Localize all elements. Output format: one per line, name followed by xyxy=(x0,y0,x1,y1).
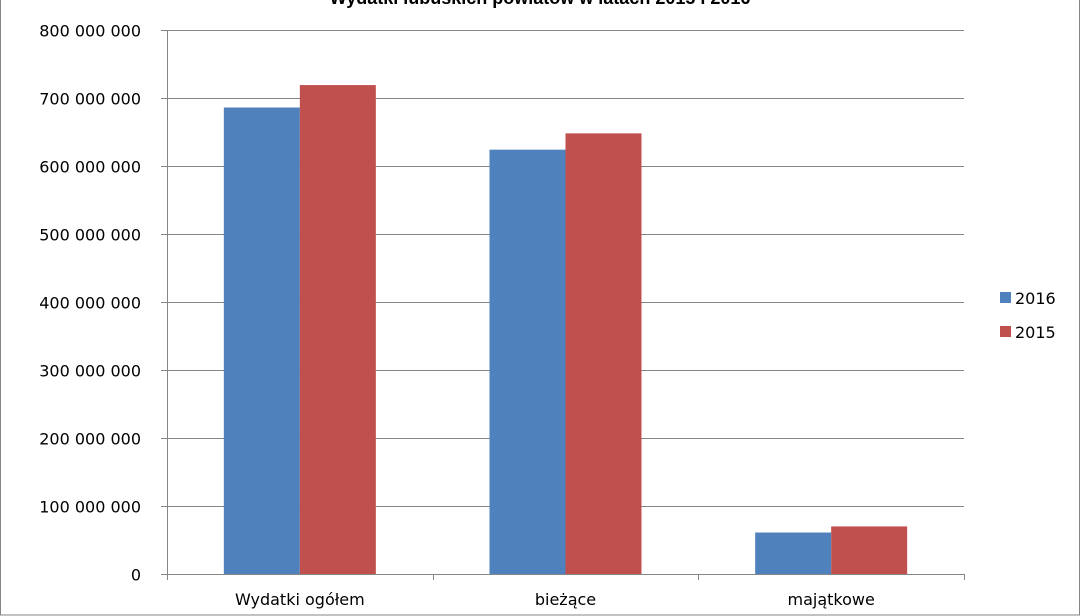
y-tick-label: 200 000 000 xyxy=(39,430,141,449)
legend-label-2015: 2015 xyxy=(1015,323,1056,342)
y-tick-label: 600 000 000 xyxy=(39,158,141,177)
y-tick-label: 100 000 000 xyxy=(39,498,141,517)
y-axis-tick-labels: 0 100 000 000 200 000 000 300 000 000 400 00… xyxy=(39,22,141,585)
y-tick-label: 0 xyxy=(131,566,141,585)
chart-title: Wydatki lubuskich powiatów w latach 2015… xyxy=(330,0,751,8)
bars xyxy=(223,85,908,575)
y-tick-label: 800 000 000 xyxy=(39,22,141,41)
bar-2016-0 xyxy=(223,107,300,575)
y-tick-label: 400 000 000 xyxy=(39,294,141,313)
x-category-label: Wydatki ogółem xyxy=(235,590,365,609)
y-tick-label: 500 000 000 xyxy=(39,226,141,245)
legend: 2016 2015 xyxy=(1000,289,1056,342)
axes xyxy=(161,30,965,580)
legend-swatch-2015 xyxy=(1000,326,1011,337)
bar-2015-1 xyxy=(565,133,642,575)
x-category-label: majątkowe xyxy=(788,590,875,609)
x-category-label: bieżące xyxy=(535,590,596,609)
bar-2015-0 xyxy=(299,85,376,574)
legend-swatch-2016 xyxy=(1000,292,1011,303)
bar-2016-2 xyxy=(755,532,832,574)
x-axis-category-labels: Wydatki ogółem bieżące majątkowe xyxy=(235,590,875,609)
y-tick-label: 700 000 000 xyxy=(39,90,141,109)
bar-2016-1 xyxy=(489,149,566,574)
y-tick-label: 300 000 000 xyxy=(39,362,141,381)
legend-label-2016: 2016 xyxy=(1015,289,1056,308)
bar-2015-2 xyxy=(831,526,908,574)
